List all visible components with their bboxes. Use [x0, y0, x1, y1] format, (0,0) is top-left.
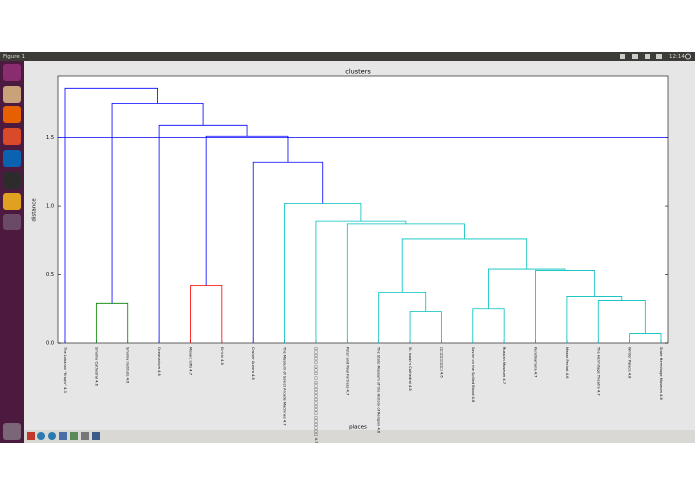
leaf-label: The Hermitage Theatre 4.7	[596, 346, 600, 396]
toolbar	[24, 430, 695, 443]
leaf-label: Mezzo Pechat 4.6	[565, 347, 569, 379]
leaf-label: Kirichi 4.6	[220, 347, 224, 366]
save-button[interactable]	[92, 432, 100, 440]
leaf-label: The Lobanov "Krapiv" 4.3	[63, 346, 67, 393]
leaf-label: Winter Palace 4.8	[628, 347, 632, 379]
dendrogram-link	[409, 311, 442, 343]
leaf-label: Oceanarium 4.6	[157, 347, 161, 377]
launcher-terminal[interactable]	[3, 172, 21, 189]
dendrogram-link	[346, 223, 465, 343]
zoom-button[interactable]	[70, 432, 78, 440]
y-tick-label: 1.5	[46, 135, 54, 141]
leaf-label: St. Isaac's Cathedral 4.8	[408, 347, 412, 391]
y-axis-label: distance	[32, 198, 38, 222]
launcher-monitor[interactable]	[3, 193, 21, 210]
launcher-vscode[interactable]	[3, 150, 21, 167]
leaf-label: Cruiser Aurora 4.6	[251, 347, 255, 381]
leaf-label: The Museum of Soviet Arcade Machines 4.7	[283, 346, 287, 426]
leaf-label: Mosaic lofts 4.7	[188, 347, 192, 375]
dendrogram-link	[111, 102, 204, 304]
keyboard-icon[interactable]	[632, 54, 638, 59]
leaf-label: Smolny Institute 4.6	[126, 347, 130, 384]
sound-icon[interactable]	[656, 54, 662, 59]
launcher-figure[interactable]	[3, 214, 21, 230]
leaf-label: Savior on the Spilled Blood 4.8	[471, 347, 475, 403]
y-tick-label: 0.5	[46, 272, 54, 278]
battery-icon[interactable]	[645, 54, 650, 59]
leaf-label: Russian Museum 4.7	[502, 347, 506, 384]
home-button[interactable]	[27, 432, 35, 440]
y-tick-label: 0.0	[46, 341, 54, 347]
dendrogram-link	[488, 268, 566, 309]
launcher-firefox[interactable]	[3, 106, 21, 123]
forward-button[interactable]	[48, 432, 56, 440]
clock: 12:14	[669, 54, 685, 60]
x-axis-label: places	[349, 425, 367, 431]
launcher-files[interactable]	[3, 86, 21, 103]
leaf-label: Kunstkamera 4.7	[534, 347, 538, 377]
leaf-label: State Hermitage Museum 4.8	[659, 347, 663, 401]
dendrogram-link	[64, 87, 158, 343]
configure-button[interactable]	[81, 432, 89, 440]
leaf-label: Smolny Cathedral 4.6	[94, 347, 98, 387]
launcher-trash[interactable]	[3, 423, 21, 440]
leaf-label: The State Museum of the History of Relig…	[377, 346, 381, 434]
dendrogram-link	[252, 161, 324, 343]
axes	[57, 75, 669, 344]
chart-title: clusters	[345, 68, 371, 76]
power-icon[interactable]	[685, 53, 691, 60]
leaf-label: □□□□□□□ 4.6	[439, 347, 443, 378]
leaf-label: Peter and Paul Fortress 4.7	[345, 347, 349, 395]
y-tick-label: 1.0	[46, 204, 54, 210]
launcher-dash[interactable]	[3, 64, 21, 81]
network-icon[interactable]	[620, 54, 625, 59]
launcher	[0, 61, 24, 443]
dendrogram-link	[535, 270, 595, 343]
back-button[interactable]	[37, 432, 45, 440]
top-bar	[0, 52, 695, 61]
window-title: Figure 1	[3, 54, 25, 60]
dendrogram-link	[597, 300, 646, 343]
launcher-settings[interactable]	[3, 128, 21, 145]
leaf-label: □□□□□ □□□ □ □□□□□□□□□□ □□□□□□ 4.7	[314, 347, 318, 443]
pan-button[interactable]	[59, 432, 67, 440]
